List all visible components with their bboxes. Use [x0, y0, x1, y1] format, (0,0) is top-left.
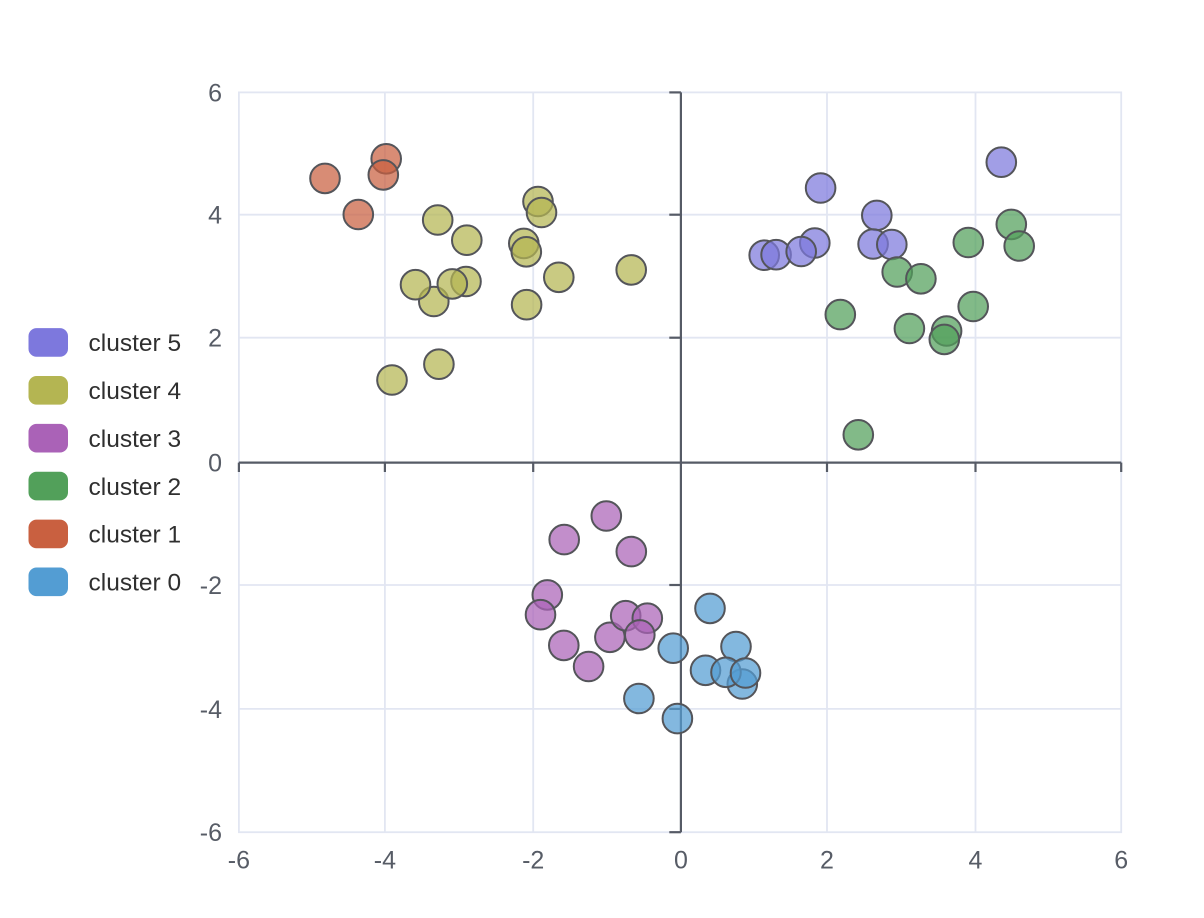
svg-text:-6: -6	[200, 819, 222, 847]
svg-text:-2: -2	[522, 847, 544, 875]
svg-text:cluster 2: cluster 2	[89, 474, 182, 501]
svg-text:2: 2	[820, 847, 834, 875]
svg-text:cluster 5: cluster 5	[89, 330, 182, 357]
svg-text:cluster 4: cluster 4	[89, 378, 182, 405]
svg-text:-6: -6	[228, 847, 250, 875]
svg-text:6: 6	[1114, 847, 1128, 875]
svg-text:6: 6	[208, 79, 222, 107]
svg-text:cluster 0: cluster 0	[89, 570, 182, 597]
svg-text:-4: -4	[200, 696, 222, 724]
svg-text:0: 0	[208, 450, 222, 478]
svg-text:cluster 3: cluster 3	[89, 426, 182, 453]
svg-text:4: 4	[969, 847, 983, 875]
svg-text:-4: -4	[374, 847, 396, 875]
svg-text:2: 2	[208, 325, 222, 353]
svg-text:4: 4	[208, 202, 222, 230]
svg-text:0: 0	[674, 847, 688, 875]
svg-text:cluster 1: cluster 1	[89, 522, 182, 549]
svg-text:-2: -2	[200, 572, 222, 600]
